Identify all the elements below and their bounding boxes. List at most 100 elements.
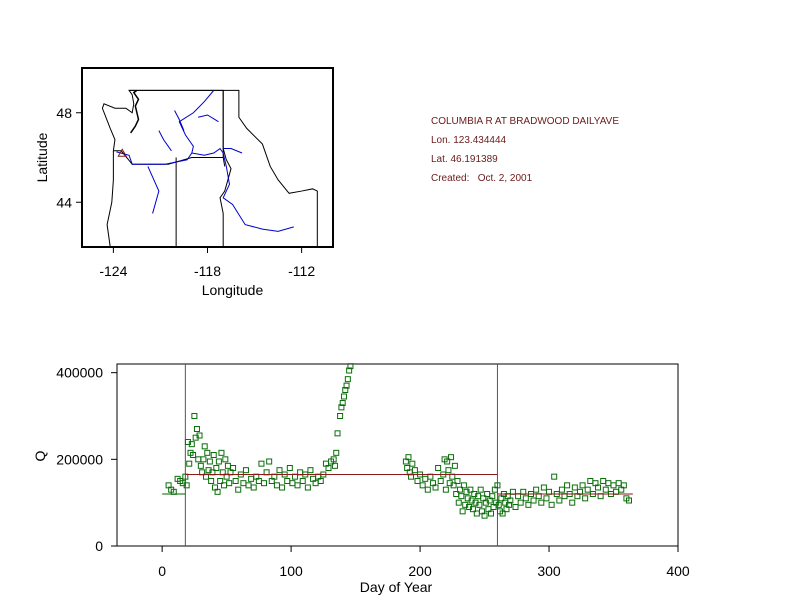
data-point-99 (409, 460, 416, 467)
data-point-9 (186, 460, 193, 467)
data-point-117 (448, 454, 455, 461)
data-point-180 (551, 473, 558, 480)
data-point-167 (517, 499, 524, 506)
scatter-x-tick-label-0: 0 (158, 563, 166, 579)
data-point-209 (625, 497, 632, 504)
data-point-33 (217, 478, 224, 484)
data-point-81 (330, 456, 337, 463)
data-point-96 (405, 454, 412, 461)
data-point-56 (266, 458, 273, 465)
data-point-175 (538, 499, 545, 506)
data-point-15 (193, 426, 200, 432)
data-point-16 (195, 456, 202, 463)
data-point-172 (530, 497, 537, 504)
data-point-79 (325, 465, 332, 471)
data-point-20 (200, 456, 207, 463)
map-x-tick-label-1: -118 (194, 263, 221, 279)
data-point-197 (595, 484, 602, 491)
data-point-44 (235, 486, 242, 493)
river-1 (191, 147, 294, 232)
data-point-32 (215, 458, 222, 465)
created-date: Created: Oct. 2, 2001 (431, 173, 533, 184)
data-point-84 (334, 430, 341, 437)
data-point-193 (584, 486, 591, 493)
map-y-axis-title: Latitude (34, 132, 50, 182)
data-point-93 (347, 363, 354, 370)
data-point-173 (533, 486, 540, 493)
scatter-y-axis-title: Q (32, 450, 48, 461)
data-point-83 (333, 449, 340, 456)
data-point-18 (197, 462, 204, 469)
station-longitude: Lon. 123.434444 (431, 135, 507, 146)
data-point-28 (210, 452, 217, 458)
data-point-86 (338, 404, 345, 411)
data-point-207 (620, 482, 627, 489)
data-point-85 (337, 413, 344, 419)
data-point-39 (224, 462, 231, 469)
data-point-125 (458, 493, 465, 500)
data-point-127 (460, 482, 467, 489)
data-point-64 (286, 465, 293, 471)
data-point-103 (419, 482, 426, 489)
data-point-132 (467, 486, 474, 493)
data-point-31 (214, 488, 221, 495)
state-border-2 (219, 90, 232, 247)
data-point-134 (469, 506, 476, 513)
data-point-183 (558, 486, 565, 493)
data-point-100 (411, 467, 418, 474)
data-point-59 (273, 482, 280, 489)
state-border-3 (110, 89, 318, 248)
river-5 (197, 114, 219, 123)
data-point-205 (615, 480, 622, 487)
data-point-26 (208, 478, 215, 484)
data-point-82 (331, 462, 338, 469)
data-point-11 (188, 441, 195, 448)
data-point-23 (204, 449, 211, 456)
data-point-90 (343, 382, 350, 389)
data-point-89 (342, 387, 349, 393)
data-point-176 (540, 484, 547, 491)
data-point-40 (226, 480, 233, 487)
data-point-34 (218, 449, 225, 456)
data-point-163 (507, 497, 514, 504)
data-point-72 (307, 467, 314, 474)
data-point-53 (258, 460, 265, 467)
scatter-x-tick-label-3: 300 (537, 563, 561, 579)
data-point-201 (605, 480, 612, 487)
map-x-tick-label-0: -124 (99, 263, 127, 279)
data-point-165 (512, 504, 519, 510)
data-point-91 (344, 376, 351, 383)
data-point-25 (206, 458, 213, 465)
data-point-154 (495, 501, 502, 508)
data-point-126 (459, 508, 466, 515)
data-point-105 (424, 486, 431, 493)
river-4 (147, 166, 160, 214)
state-border-6 (106, 150, 114, 248)
river-2 (223, 148, 243, 154)
map-x-tick-label-2: -112 (288, 263, 315, 279)
data-point-187 (569, 499, 576, 506)
data-point-140 (477, 486, 484, 493)
data-point-188 (571, 484, 578, 491)
data-point-199 (600, 478, 607, 484)
data-point-194 (587, 478, 594, 484)
station-marker (117, 148, 128, 157)
data-point-108 (432, 484, 439, 491)
data-point-192 (582, 495, 589, 502)
data-point-76 (317, 478, 324, 484)
map-y-tick-label-0: 44 (56, 194, 72, 210)
station-info: COLUMBIA R AT BRADWOOD DAILYAVE Lon. 123… (431, 112, 619, 188)
data-point-113 (442, 486, 449, 493)
data-point-65 (289, 480, 296, 487)
scatter-y-tick-label-1: 200000 (56, 451, 103, 467)
river-6 (174, 110, 185, 131)
data-point-153 (494, 482, 501, 489)
scatter-panel: 0 100 200 300 400 0 200000 400000 Day of Year Q (32, 363, 690, 595)
data-point-177 (543, 495, 550, 502)
scatter-x-axis-title: Day of Year (360, 579, 433, 595)
data-point-123 (455, 499, 462, 506)
map-x-axis-title: Longitude (202, 282, 264, 298)
data-point-43 (232, 478, 239, 484)
data-point-60 (276, 467, 283, 474)
